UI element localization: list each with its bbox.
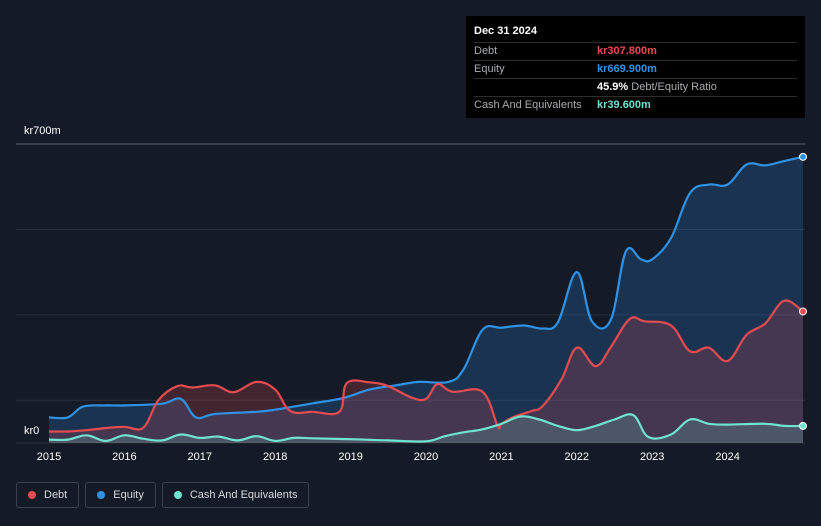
tooltip-row-ratio: 45.9% Debt/Equity Ratio [474, 78, 797, 96]
tooltip-label: Equity [474, 63, 505, 75]
debt-end-point [799, 307, 807, 316]
cash-dot-icon [173, 491, 182, 499]
tooltip-value: kr669.900m [597, 63, 657, 75]
tooltip-row-debt: Debt kr307.800m [474, 42, 797, 60]
legend-label: Debt [44, 489, 68, 501]
tooltip-value: kr39.600m [597, 99, 651, 111]
x-tick-label: 2023 [639, 451, 665, 463]
equity-dot-icon [97, 491, 106, 499]
tooltip-label: Cash And Equivalents [474, 99, 582, 111]
ratio-value: 45.9% [597, 81, 629, 93]
y-axis-bottom-label: kr0 [24, 425, 40, 437]
tooltip-value: 45.9% Debt/Equity Ratio [597, 79, 717, 96]
equity-line [48, 155, 804, 420]
cash-line [48, 413, 804, 443]
ratio-label: Debt/Equity Ratio [631, 81, 717, 93]
series-areas [49, 156, 803, 444]
equity-area [49, 156, 803, 444]
x-tick-label: 2018 [262, 451, 288, 463]
tooltip-value: kr307.800m [597, 45, 657, 57]
tooltip-row-equity: Equity kr669.900m [474, 60, 797, 78]
grid-lines [16, 143, 805, 444]
debt-line [48, 299, 804, 433]
tooltip-label: Debt [474, 45, 498, 57]
x-tick-label: 2021 [489, 451, 514, 463]
cash-area [49, 414, 803, 443]
legend-item-equity[interactable]: Equity [85, 482, 156, 508]
x-tick-label: 2020 [413, 451, 439, 463]
y-axis-top-label: kr700m [24, 125, 61, 137]
x-tick-label: 2019 [338, 451, 363, 463]
end-markers [799, 152, 807, 430]
debt-area [49, 300, 803, 443]
tooltip-panel: Dec 31 2024 Debt kr307.800m Equity kr669… [466, 16, 805, 118]
x-tick-label: 2015 [36, 451, 62, 463]
legend-label: Equity [113, 489, 144, 501]
x-tick-label: 2024 [715, 451, 740, 463]
legend: Debt Equity Cash And Equivalents [16, 482, 310, 508]
legend-item-cash[interactable]: Cash And Equivalents [161, 482, 310, 508]
debt-dot-icon [28, 491, 36, 499]
x-tick-label: 2016 [112, 451, 137, 463]
legend-item-debt[interactable]: Debt [16, 482, 80, 508]
x-tick-label: 2017 [187, 451, 213, 463]
legend-label: Cash And Equivalents [189, 489, 298, 501]
series-lines [48, 155, 804, 443]
cash-end-point [799, 421, 807, 430]
x-tick-label: 2022 [564, 451, 590, 463]
tooltip-label [474, 79, 597, 96]
tooltip-date: Dec 31 2024 [474, 25, 537, 37]
tooltip-row-cash: Cash And Equivalents kr39.600m [474, 96, 797, 114]
equity-end-point [799, 152, 807, 161]
